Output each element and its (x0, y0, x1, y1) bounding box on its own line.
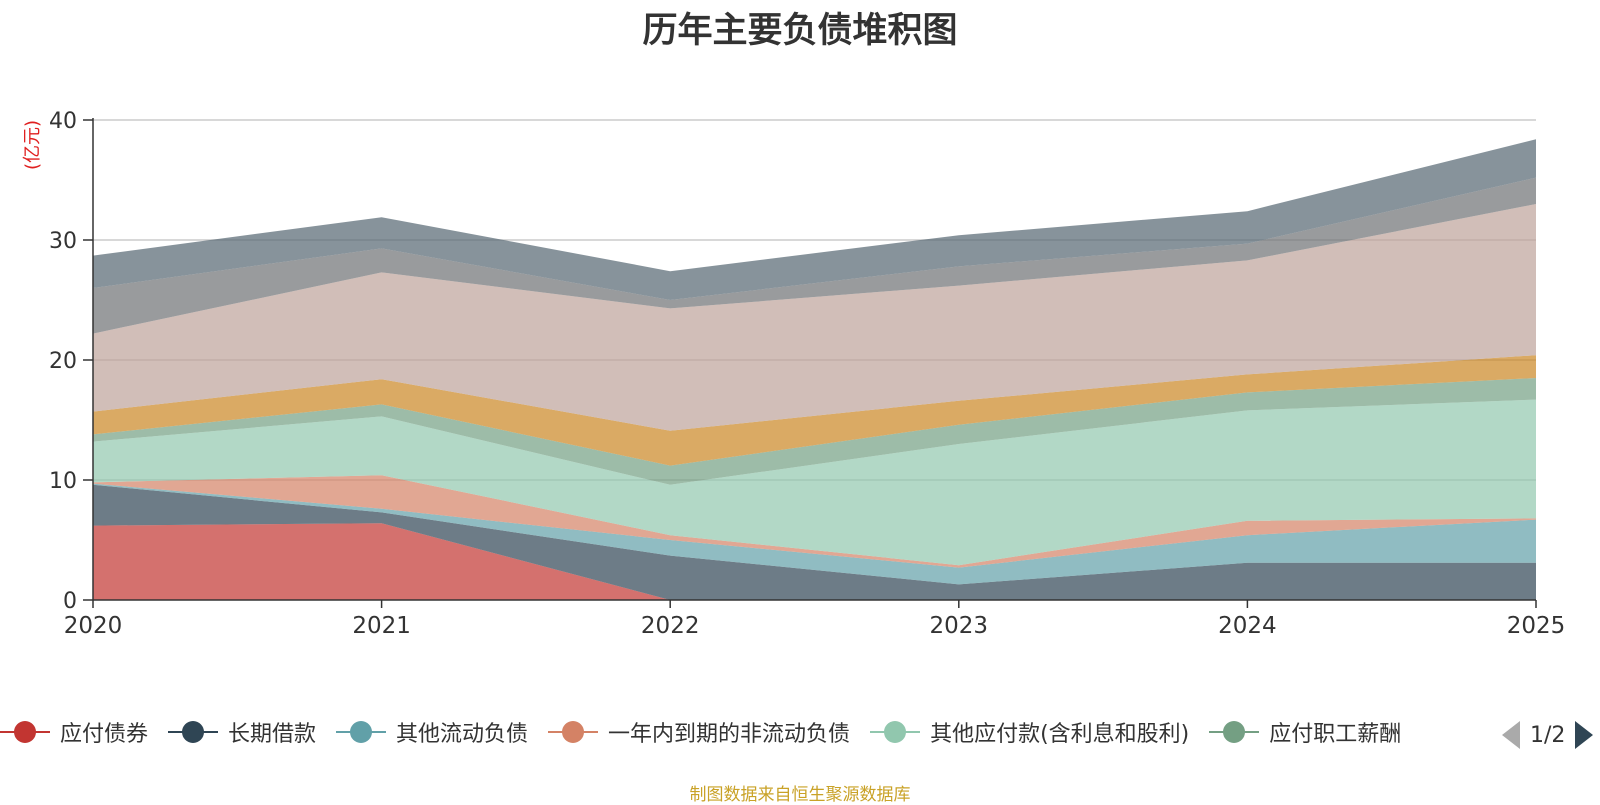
x-tick-label: 2021 (352, 613, 411, 639)
area-series-7[interactable] (93, 355, 1536, 466)
legend-pager: 1/2 (1496, 718, 1600, 752)
area-series-4[interactable] (93, 475, 1536, 568)
legend-next-page-icon[interactable] (1575, 721, 1594, 749)
y-tick-label: 20 (49, 349, 77, 374)
legend-prev-page-icon[interactable] (1502, 721, 1520, 749)
y-tick-label: 40 (49, 109, 77, 134)
legend-marker-icon (548, 720, 599, 744)
legend-label: 其他应付款(含利息和股利) (930, 722, 1190, 747)
y-tick-label: 0 (63, 589, 77, 614)
legend-marker-icon (0, 720, 50, 744)
area-series-6[interactable] (93, 378, 1536, 485)
legend-label: 其他流动负债 (396, 722, 529, 747)
legend-label: 长期借款 (228, 722, 317, 747)
y-tick-label: 30 (49, 229, 77, 254)
x-tick-label: 2022 (641, 613, 700, 639)
legend-item[interactable]: 其他应付款(含利息和股利) (870, 716, 1189, 748)
legend-label: 一年内到期的非流动负债 (608, 722, 851, 747)
area-series-10[interactable] (93, 139, 1536, 300)
legend-item[interactable]: 一年内到期的非流动负债 (548, 716, 850, 748)
legend-marker-icon (168, 720, 219, 744)
legend-page-indicator: 1/2 (1530, 722, 1566, 748)
legend-item[interactable]: 其他流动负债 (336, 716, 528, 748)
legend-label: 应付债券 (60, 722, 149, 747)
axes: 0 10 20 30 40 2020 2021 2022 2023 2024 2025 (49, 109, 1565, 639)
legend-marker-icon (870, 720, 921, 744)
legend-label: 应付职工薪酬 (1269, 722, 1402, 747)
legend-marker-icon (336, 720, 387, 744)
x-tick-label: 2025 (1507, 613, 1566, 639)
area-series-5[interactable] (93, 399, 1536, 566)
area-series-2[interactable] (93, 484, 1536, 600)
x-tick-label: 2023 (930, 613, 989, 639)
y-axis-unit-label: (亿元) (22, 120, 43, 170)
legend: 应付债券 长期借款 其他流动负债 一年内到期的非流动负债 其他应付款(含利息和股利) 应付… (0, 716, 1490, 752)
x-tick-label: 2024 (1218, 613, 1277, 639)
y-tick-label: 10 (49, 469, 77, 494)
legend-item[interactable]: 长期借款 (168, 716, 316, 748)
source-note: 制图数据来自恒生聚源数据库 (689, 785, 911, 805)
area-series-1[interactable] (93, 523, 1536, 600)
area-series-8[interactable] (93, 204, 1536, 431)
legend-marker-icon (1209, 720, 1260, 744)
legend-item[interactable]: 应付债券 (0, 716, 148, 748)
chart-title: 历年主要负债堆积图 (642, 11, 958, 51)
x-tick-label: 2020 (64, 613, 123, 639)
area-series-9[interactable] (93, 177, 1536, 334)
area-series-3[interactable] (93, 483, 1536, 585)
stacked-areas (93, 139, 1536, 600)
legend-item[interactable]: 应付职工薪酬 (1209, 716, 1401, 748)
